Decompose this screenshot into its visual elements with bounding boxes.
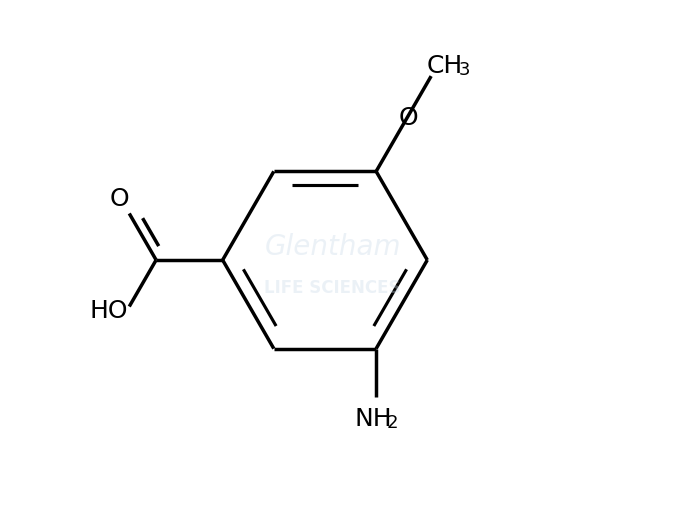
Text: CH: CH <box>427 54 463 78</box>
Text: LIFE SCIENCES: LIFE SCIENCES <box>264 279 401 297</box>
Text: 3: 3 <box>459 61 470 79</box>
Text: Glentham: Glentham <box>264 233 401 261</box>
Text: O: O <box>109 187 129 211</box>
Text: NH: NH <box>355 407 393 431</box>
Text: O: O <box>399 106 418 129</box>
Text: 2: 2 <box>387 414 398 432</box>
Text: HO: HO <box>90 298 128 322</box>
